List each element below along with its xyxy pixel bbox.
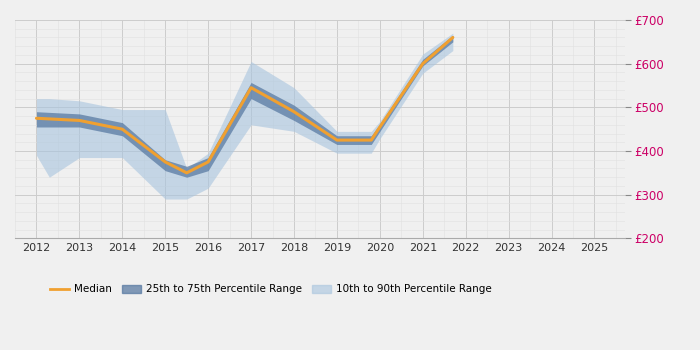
Legend: Median, 25th to 75th Percentile Range, 10th to 90th Percentile Range: Median, 25th to 75th Percentile Range, 1…	[46, 280, 496, 299]
